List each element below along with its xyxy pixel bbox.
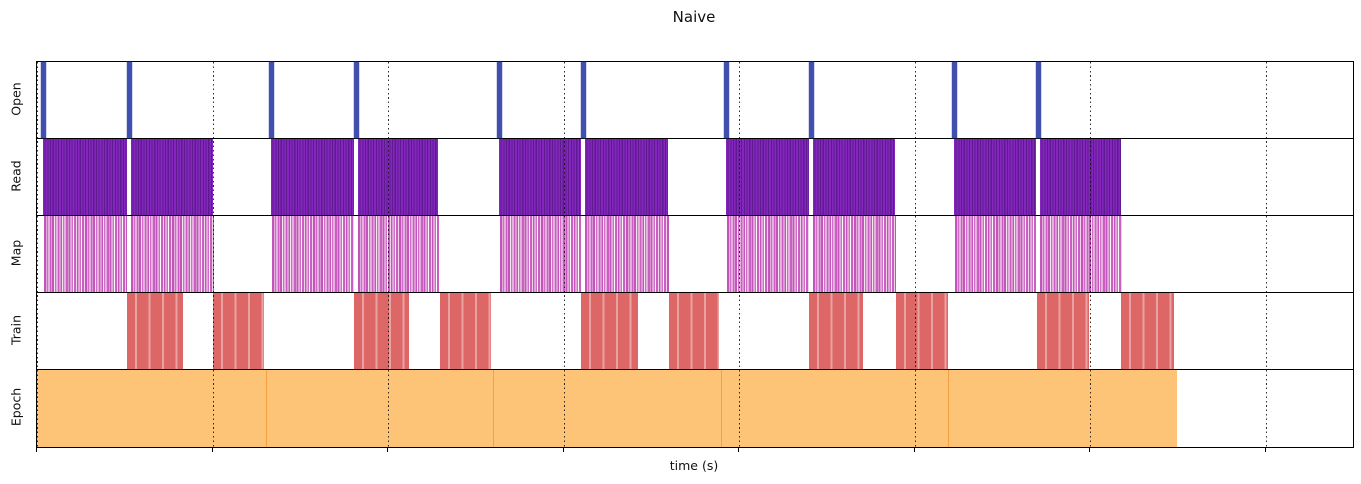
gridline [1265,62,1267,447]
x-tick-mark [562,447,564,452]
train-bar [581,293,638,369]
train-bar [896,293,948,369]
read-bar [271,139,354,215]
x-tick-mark [913,447,915,452]
train-bar [1037,293,1089,369]
x-tick-mark [36,447,38,452]
gridline [212,62,214,447]
map-bar [1040,216,1122,292]
epoch-bar [37,370,266,447]
lane-row-read [37,139,1353,216]
read-bar [1040,139,1121,215]
open-bar [1036,62,1041,138]
train-bar [354,293,409,369]
epoch-bar [493,370,722,447]
epoch-bar [721,370,949,447]
lane-row-epoch [37,370,1353,447]
open-bar [127,62,132,138]
open-bar [41,62,46,138]
y-axis-label-read: Read [8,160,24,192]
read-bar [954,139,1036,215]
gridline [37,62,38,447]
x-tick-mark [1264,447,1266,452]
map-bar [727,216,809,292]
x-axis-label: time (s) [669,458,719,473]
train-bar [127,293,183,369]
open-bar [952,62,957,138]
y-axis-label-map: Map [8,239,24,267]
read-bar [131,139,213,215]
open-bar [809,62,814,138]
train-bar [809,293,863,369]
open-bar [497,62,502,138]
map-bar [44,216,127,292]
epoch-bar [948,370,1177,447]
read-bar [585,139,668,215]
gridline [563,62,565,447]
gridline [1090,62,1091,447]
lane-row-train [37,293,1353,370]
train-bar [440,293,491,369]
chart-title: Naive [672,8,716,26]
open-bar [581,62,586,138]
read-bar [43,139,127,215]
x-tick-mark [211,447,213,452]
map-bar [131,216,214,292]
open-bar [269,62,274,138]
y-axis-label-open: Open [8,82,24,116]
x-tick-mark [738,447,740,452]
train-bar [213,293,264,369]
map-bar [813,216,896,292]
gridline [388,62,389,447]
gridline [739,62,740,447]
map-bar [955,216,1036,292]
read-bar [813,139,895,215]
y-axis-label-train: Train [8,315,24,345]
plot-area [36,61,1354,448]
open-bar [354,62,359,138]
plot-canvas [37,62,1353,447]
train-bar [669,293,719,369]
y-axis-label-epoch: Epoch [8,387,24,427]
lane-row-map [37,216,1353,293]
read-bar [358,139,438,215]
x-tick-mark [1089,447,1091,452]
train-bar [1121,293,1174,369]
epoch-bar [266,370,494,447]
open-bar [724,62,729,138]
map-bar [585,216,669,292]
lane-row-open [37,62,1353,139]
map-bar [358,216,439,292]
read-bar [499,139,581,215]
x-tick-mark [387,447,389,452]
map-bar [272,216,354,292]
gridline [914,62,916,447]
map-bar [500,216,581,292]
